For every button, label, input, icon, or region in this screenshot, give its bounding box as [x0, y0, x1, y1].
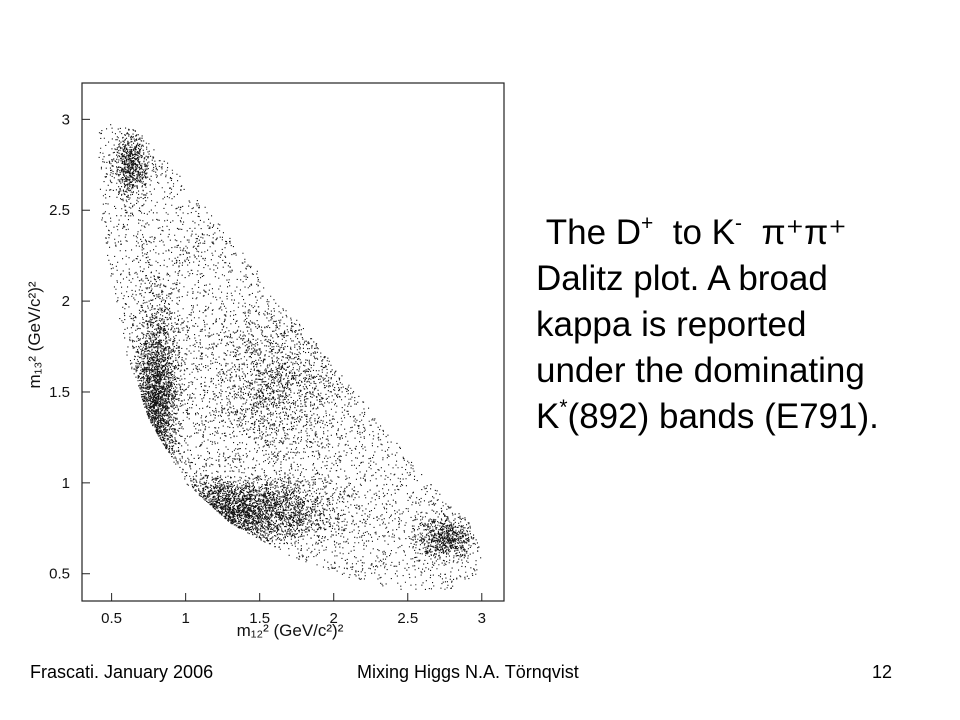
y-axis-title: m₁₃² (GeV/c²)² — [25, 281, 44, 388]
x-tick-label: 1.5 — [249, 610, 270, 627]
x-tick-label: 2 — [330, 610, 338, 627]
x-tick-label: 1 — [181, 610, 189, 627]
y-axis-ticks: 0.5 1 1.5 2 2.5 3 — [49, 111, 90, 583]
x-tick-label: 3 — [478, 610, 486, 627]
caption-line-1: The D+ to K- π⁺π⁺ — [536, 210, 946, 256]
caption-to-k: to K — [672, 213, 736, 252]
caption-line-4: under the dominating — [536, 351, 865, 390]
caption-the-d: The D — [545, 213, 642, 252]
x-tick-label: 2.5 — [397, 610, 418, 627]
page-number: 12 — [872, 662, 893, 682]
x-axis-title: m₁₂² (GeV/c²)² — [237, 621, 344, 640]
caption-line-3: kappa is reported — [536, 305, 807, 344]
y-tick-label: 1.5 — [49, 384, 70, 401]
caption-line-2: Dalitz plot. A broad — [536, 259, 828, 298]
footer-left: Frascati. January 2006 — [30, 662, 214, 682]
caption-k: K — [536, 397, 560, 436]
slide-caption: The D+ to K- π⁺π⁺ Dalitz plot. A broad k… — [536, 210, 946, 440]
footer-center: Mixing Higgs N.A. Törnqvist — [357, 662, 579, 682]
slide-footer: Frascati. January 2006 Mixing Higgs N.A.… — [0, 662, 960, 686]
y-tick-label: 0.5 — [49, 566, 70, 583]
x-axis-ticks: 0.5 1 1.5 2 2.5 3 — [101, 593, 486, 627]
dalitz-plot: 0.5 1 1.5 2 2.5 3 0.5 1 1.5 2 2.5 3 m₁₂² (GeV/c²)²… — [25, 82, 505, 640]
x-tick-label: 0.5 — [101, 610, 122, 627]
plot-frame — [81, 82, 505, 602]
y-tick-label: 3 — [62, 111, 70, 128]
y-tick-label: 1 — [62, 475, 70, 492]
y-tick-label: 2.5 — [49, 202, 70, 219]
caption-star: * — [559, 396, 568, 419]
caption-k892-bands: (892) bands (E791). — [567, 397, 879, 436]
y-tick-label: 2 — [62, 293, 70, 310]
caption-minus-superscript: - — [735, 212, 743, 235]
caption-line-5: K*(892) bands (E791). — [536, 394, 946, 440]
caption-plus-superscript: + — [641, 212, 654, 235]
caption-pions: π⁺π⁺ — [761, 213, 847, 252]
scatter-point — [98, 124, 482, 590]
scatter-points — [98, 124, 482, 590]
